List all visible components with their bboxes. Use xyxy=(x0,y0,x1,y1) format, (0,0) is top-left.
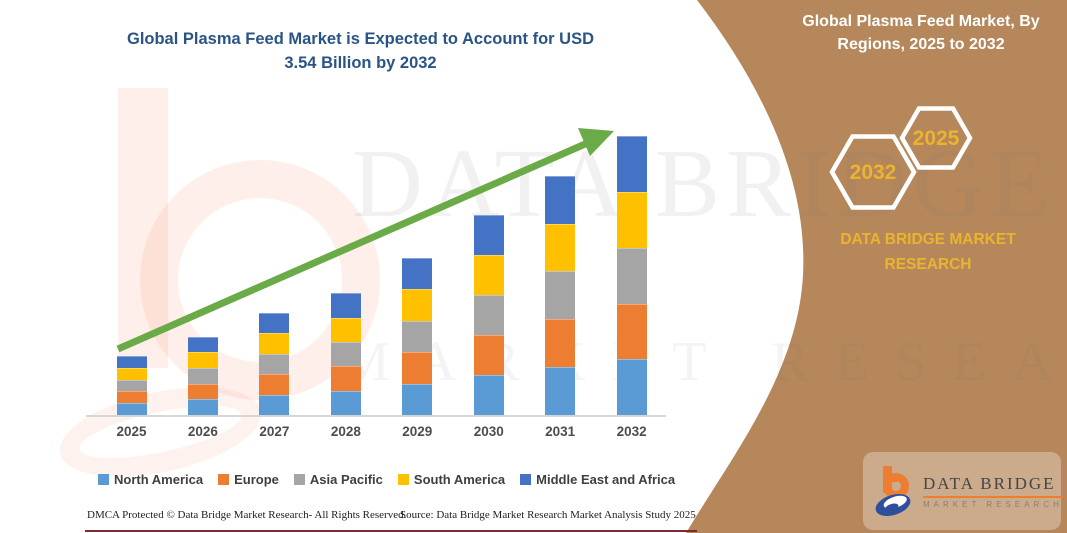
legend-swatch xyxy=(98,474,109,485)
bar-segment-middle-east-and-africa xyxy=(616,136,647,193)
brand-wordmark-line1: DATA BRIDGE MARKET xyxy=(840,231,1016,248)
legend-label: Europe xyxy=(234,472,279,487)
legend-item-europe: Europe xyxy=(218,472,279,487)
bar-segment-north-america xyxy=(116,403,147,415)
dbmr-logo-rule xyxy=(923,495,1063,498)
stacked-bar-2031 xyxy=(545,175,576,415)
dbmr-logo-name: DATA BRIDGE xyxy=(923,473,1056,493)
bar-segment-south-america xyxy=(116,367,147,380)
stacked-bar-2028 xyxy=(330,293,361,415)
chart-title-line2: 3.54 Billion by 2032 xyxy=(284,53,437,72)
legend-item-middle-east-and-africa: Middle East and Africa xyxy=(520,472,675,487)
x-axis-line xyxy=(86,415,666,417)
legend-label: Middle East and Africa xyxy=(536,472,676,487)
bar-segment-europe xyxy=(616,303,647,360)
stacked-bar-2027 xyxy=(259,312,290,415)
x-axis-label: 2030 xyxy=(473,424,504,439)
bar-segment-europe xyxy=(473,334,504,375)
legend-label: Asia Pacific xyxy=(309,472,383,487)
bar-segment-asia-pacific xyxy=(545,271,576,320)
panel-title: Global Plasma Feed Market, By Regions, 2… xyxy=(786,10,1056,56)
stacked-bar-2029 xyxy=(402,258,433,415)
bar-segment-north-america xyxy=(545,367,576,415)
bar-segment-north-america xyxy=(330,390,361,415)
bar-plot xyxy=(116,136,647,415)
stacked-bar-2032 xyxy=(616,136,647,415)
chart-title: Global Plasma Feed Market is Expected to… xyxy=(88,28,633,76)
footer-source-text: Source: Data Bridge Market Research Mark… xyxy=(400,509,696,521)
x-axis-label: 2025 xyxy=(116,424,147,439)
legend-item-south-america: South America xyxy=(397,472,506,487)
bar-segment-middle-east-and-africa xyxy=(187,336,218,353)
stacked-bar-2025 xyxy=(116,356,147,415)
stacked-bar-2030 xyxy=(473,214,504,415)
brand-wordmark-line2: RESEARCH xyxy=(884,255,972,273)
bar-segment-south-america xyxy=(545,223,576,272)
bar-segment-asia-pacific xyxy=(116,379,147,392)
footer-dmca-text: DMCA Protected © Data Bridge Market Rese… xyxy=(87,509,407,521)
legend-swatch xyxy=(520,474,532,485)
bar-segment-north-america xyxy=(473,374,504,415)
chart-title-line1: Global Plasma Feed Market is Expected to… xyxy=(126,30,594,48)
legend-label: South America xyxy=(413,472,506,487)
dbmr-logo: DATA BRIDGE MARKET RESEARCH xyxy=(863,452,1063,530)
x-axis-label: 2032 xyxy=(616,424,647,439)
bar-segment-north-america xyxy=(259,394,290,415)
bar-segment-north-america xyxy=(616,359,647,415)
bar-segment-europe xyxy=(187,383,218,400)
bar-segment-south-america xyxy=(259,333,290,354)
x-axis-label: 2028 xyxy=(330,424,361,439)
legend-label: North America xyxy=(114,472,204,487)
bar-segment-asia-pacific xyxy=(402,320,433,353)
legend-swatch xyxy=(218,474,230,485)
x-axis-label: 2027 xyxy=(259,424,290,439)
bar-segment-middle-east-and-africa xyxy=(402,258,433,290)
x-axis-label: 2026 xyxy=(187,424,218,439)
bar-segment-europe xyxy=(545,319,576,368)
legend-item-asia-pacific: Asia Pacific xyxy=(293,472,383,487)
x-axis-label: 2029 xyxy=(402,424,433,439)
bar-segment-asia-pacific xyxy=(473,294,504,335)
footer-divider-line xyxy=(85,530,697,532)
bar-segment-asia-pacific xyxy=(259,353,290,375)
bar-segment-middle-east-and-africa xyxy=(116,356,147,368)
legend-item-north-america: North America xyxy=(98,472,203,487)
bar-segment-middle-east-and-africa xyxy=(473,214,504,255)
bar-segment-asia-pacific xyxy=(330,342,361,367)
bar-segment-north-america xyxy=(402,383,433,415)
brand-wordmark: DATA BRIDGE MARKET RESEARCH xyxy=(800,228,1056,278)
x-axis-label: 2031 xyxy=(545,424,576,439)
bar-segment-middle-east-and-africa xyxy=(330,293,361,318)
bar-segment-asia-pacific xyxy=(616,247,647,304)
bar-segment-europe xyxy=(259,374,290,395)
bar-segment-europe xyxy=(330,366,361,391)
bar-segment-south-america xyxy=(402,289,433,321)
bar-segment-middle-east-and-africa xyxy=(545,175,576,224)
bar-segment-south-america xyxy=(187,352,218,368)
panel-title-line2: Regions, 2025 to 2032 xyxy=(837,36,1005,54)
chart-legend: North America Europe Asia Pacific South Ame… xyxy=(98,472,675,487)
dbmr-logo-icon xyxy=(875,466,911,517)
panel-title-line1: Global Plasma Feed Market, By xyxy=(802,13,1040,30)
dbmr-logo-subtitle: MARKET RESEARCH xyxy=(923,499,1063,509)
bar-segment-asia-pacific xyxy=(187,367,218,384)
legend-swatch xyxy=(293,474,305,485)
stacked-bar-2026 xyxy=(187,336,218,415)
bar-segment-europe xyxy=(116,391,147,404)
bar-segment-south-america xyxy=(616,192,647,248)
bar-segment-middle-east-and-africa xyxy=(259,312,290,334)
legend-swatch xyxy=(397,474,409,485)
bar-segment-north-america xyxy=(187,399,218,415)
bar-segment-europe xyxy=(402,352,433,384)
bar-segment-south-america xyxy=(330,317,361,343)
bar-segment-south-america xyxy=(473,254,504,295)
